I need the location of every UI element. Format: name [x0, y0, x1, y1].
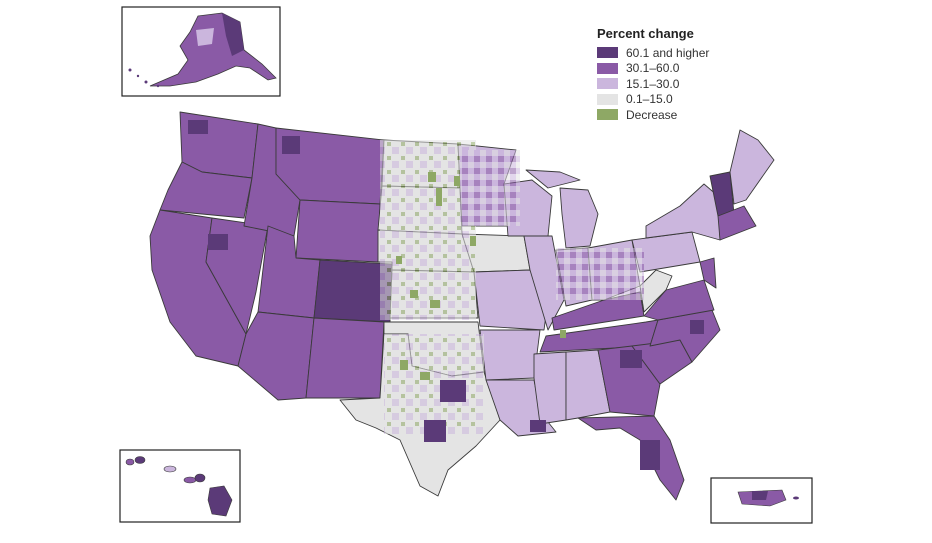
michigan: [559, 187, 599, 249]
high-growth-clusters: [188, 120, 704, 470]
legend-item: 0.1–15.0: [597, 92, 709, 108]
legend-swatch: [597, 109, 618, 121]
virginia: [643, 279, 715, 321]
legend-title: Percent change: [597, 26, 694, 41]
legend-swatch: [597, 62, 618, 74]
arkansas: [479, 329, 541, 381]
legend-label: 60.1 and higher: [626, 45, 710, 60]
legend-label: 0.1–15.0: [626, 92, 673, 107]
arizona: [237, 311, 315, 401]
oregon: [159, 161, 253, 219]
alabama: [565, 349, 611, 421]
alaska-east-region: [222, 13, 244, 56]
west-virginia: [639, 269, 673, 313]
hawaii-islands: [125, 456, 233, 517]
legend: Percent change 60.1 and higher 30.1–60.0…: [597, 26, 709, 123]
legend-item: 60.1 and higher: [597, 45, 709, 61]
legend-item: 30.1–60.0: [597, 61, 709, 77]
new-mexico: [305, 317, 385, 399]
legend-swatch: [597, 93, 618, 105]
illinois: [523, 235, 565, 331]
michigan-up: [525, 169, 581, 189]
wyoming: [295, 199, 381, 263]
southern-new-england: [717, 205, 757, 241]
legend-swatch: [597, 47, 618, 59]
florida: [577, 415, 685, 501]
legend-item: 15.1–30.0: [597, 76, 709, 92]
decrease-counties: [396, 172, 566, 380]
legend-item: Decrease: [597, 107, 709, 123]
legend-swatch: [597, 78, 618, 90]
legend-label: 15.1–30.0: [626, 76, 680, 91]
legend-label: 30.1–60.0: [626, 61, 680, 76]
mid-atlantic: [699, 257, 717, 289]
legend-label: Decrease: [626, 107, 678, 122]
mississippi: [533, 351, 567, 425]
new-york: [645, 183, 721, 241]
county-texture: [380, 140, 644, 434]
maine: [729, 129, 775, 205]
kentucky: [551, 291, 645, 331]
alaska-light-region: [196, 28, 214, 46]
